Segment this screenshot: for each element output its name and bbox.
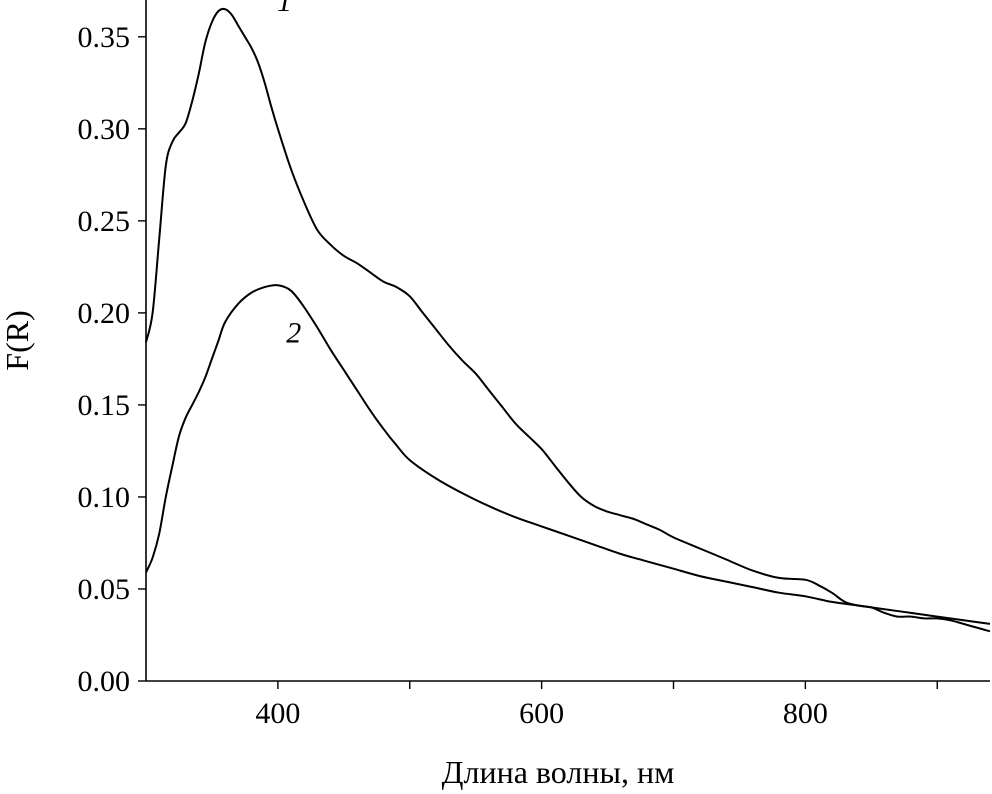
y-tick-label: 0.00: [78, 665, 131, 698]
y-tick-label: 0.15: [78, 389, 131, 422]
x-tick-label: 400: [255, 697, 300, 730]
series-2-label: 2: [286, 316, 301, 349]
axes: [145, 0, 990, 682]
y-tick-label: 0.30: [78, 113, 131, 146]
x-tick-label: 600: [519, 697, 564, 730]
x-axis-title: Длина волны, нм: [442, 754, 675, 790]
series-1-label: 1: [277, 0, 292, 18]
series-group: 12: [145, 0, 991, 633]
y-tick-label: 0.10: [78, 481, 131, 514]
y-tick-label: 0.05: [78, 573, 131, 606]
x-ticks: 400 600 800: [255, 681, 938, 730]
series-2-line: [145, 284, 991, 625]
y-tick-label: 0.25: [78, 205, 131, 238]
series-1-line: [145, 7, 991, 633]
y-tick-label: 0.20: [78, 297, 131, 330]
y-axis-title: F(R): [0, 310, 35, 370]
y-ticks: 0.00 0.05 0.10 0.15 0.20 0.25 0.30 0.35: [78, 21, 146, 698]
y-tick-label: 0.35: [78, 21, 131, 54]
x-tick-label: 800: [783, 697, 828, 730]
